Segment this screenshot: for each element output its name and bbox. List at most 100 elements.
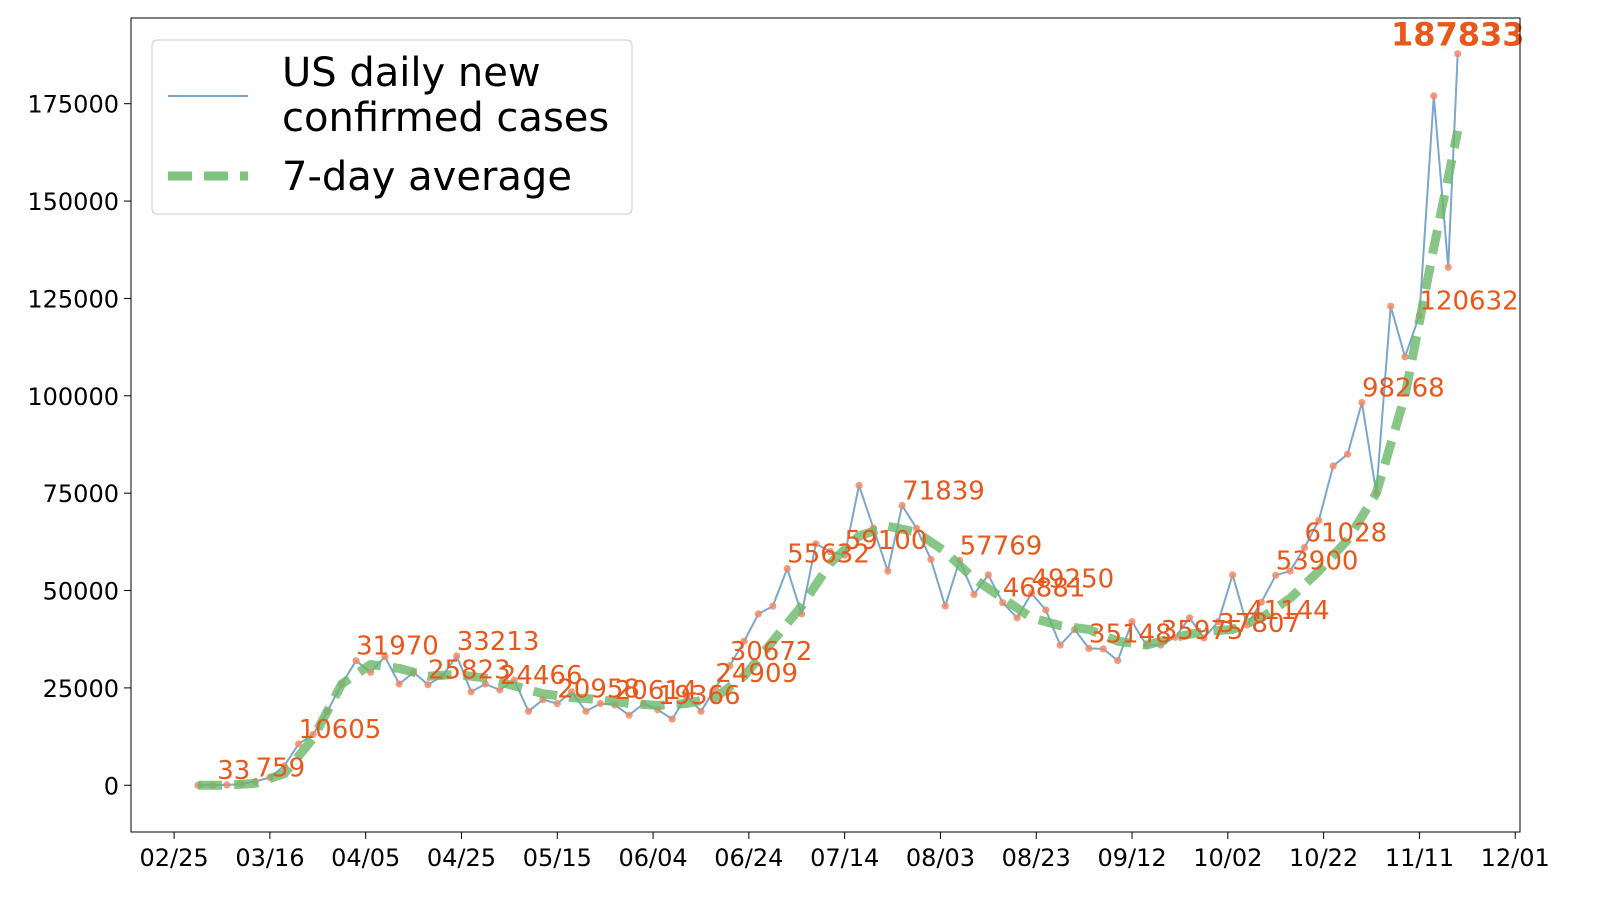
y-tick-label: 0 (104, 772, 119, 800)
data-point-daily (625, 711, 633, 719)
annotation-label-peak: 187833 (1391, 16, 1525, 54)
annotation-label: 120632 (1419, 286, 1518, 316)
y-tick-label: 25000 (43, 675, 119, 703)
annotation-label: 20614 (615, 676, 698, 706)
data-point-daily (1430, 92, 1438, 100)
x-tick-label: 06/24 (714, 844, 783, 872)
data-point-daily (912, 524, 921, 532)
data-point-daily (352, 657, 360, 665)
y-tick-label: 100000 (27, 383, 119, 411)
x-tick-label: 03/16 (235, 844, 304, 872)
data-point-daily (1128, 618, 1136, 626)
data-point-daily (1344, 450, 1352, 458)
data-point-daily (1286, 567, 1294, 575)
data-point-daily (740, 637, 748, 645)
annotation-label: 41144 (1247, 596, 1330, 626)
x-tick-label: 07/14 (810, 844, 879, 872)
series-line-7-day-average (198, 129, 1463, 790)
data-point-daily (1171, 633, 1179, 641)
data-point-daily (1085, 644, 1093, 653)
data-point-daily (424, 681, 432, 689)
y-tick-label: 75000 (43, 480, 119, 508)
data-point-daily (683, 692, 691, 700)
annotation-label: 24466 (500, 661, 583, 691)
data-point-daily (453, 652, 461, 660)
annotation-label: 59100 (845, 526, 928, 556)
x-tick-label: 10/22 (1289, 844, 1358, 872)
data-point-daily (582, 707, 590, 715)
data-point-daily (941, 602, 949, 610)
annotation-label: 98268 (1362, 374, 1445, 404)
annotation-label: 19366 (658, 681, 741, 711)
data-point-daily (812, 540, 820, 548)
data-point-daily (884, 567, 892, 575)
data-point-daily (1444, 263, 1452, 271)
y-tick-label: 175000 (27, 91, 119, 119)
legend-box (151, 39, 633, 215)
data-point-daily (1099, 645, 1107, 653)
legend-label-average: 7-day average (282, 154, 572, 200)
data-point-daily (754, 610, 763, 618)
x-tick-label: 11/11 (1385, 844, 1454, 872)
data-point-daily (970, 590, 978, 599)
y-tick-label: 50000 (43, 578, 119, 606)
data-point-daily (1114, 657, 1122, 665)
plot-frame (130, 17, 1521, 833)
x-tick-label: 12/01 (1481, 844, 1550, 872)
data-point-daily (1401, 353, 1409, 361)
x-tick-label: 08/03 (906, 844, 975, 872)
data-point-daily (668, 715, 676, 723)
annotation-label: 37807 (1218, 609, 1301, 639)
data-point-daily (726, 662, 734, 670)
x-tick-label: 06/04 (618, 844, 687, 872)
data-point-daily (395, 680, 403, 688)
annotation-label: 31970 (356, 632, 439, 662)
plot-content (194, 50, 1463, 790)
data-point-daily (1229, 571, 1237, 579)
annotation-label: 53900 (1276, 546, 1359, 576)
legend-label-daily-line2: confirmed cases (282, 95, 609, 141)
data-point-daily (769, 602, 777, 610)
data-point-daily (984, 571, 992, 579)
legend-label-daily: US daily new confirmed cases (282, 50, 609, 141)
data-point-daily (553, 700, 561, 708)
data-point-daily (1042, 606, 1050, 614)
y-tick-label: 150000 (27, 188, 119, 216)
data-point-daily (596, 699, 605, 708)
annotation-label: 46881 (1003, 574, 1086, 604)
legend-label-daily-line1: US daily new (282, 50, 541, 96)
data-point-daily (898, 501, 906, 510)
data-point-daily (999, 599, 1007, 607)
data-point-daily (1257, 598, 1265, 606)
data-point-daily (1387, 302, 1395, 310)
annotation-label: 10605 (299, 715, 382, 745)
data-point-daily (381, 653, 389, 661)
data-point-daily (855, 481, 863, 489)
annotation-label: 55632 (787, 540, 870, 570)
annotation-label: 49250 (1031, 564, 1114, 594)
x-tick-label: 04/05 (331, 844, 400, 872)
x-tick-label: 04/25 (427, 844, 496, 872)
annotation-label: 30672 (730, 637, 813, 667)
legend: US daily new confirmed cases 7-day avera… (151, 39, 633, 215)
annotation-label: 24909 (715, 659, 798, 689)
annotation-label: 33 (217, 756, 250, 786)
data-point-daily (524, 707, 533, 715)
annotation-label: 25823 (428, 656, 511, 686)
annotation-label: 61028 (1304, 519, 1387, 549)
data-point-daily (826, 548, 834, 556)
data-point-daily (697, 707, 705, 715)
data-point-daily (1272, 571, 1280, 579)
annotation-label: 35975 (1161, 616, 1244, 646)
data-point-daily (295, 740, 303, 748)
y-axis: 0 25000 50000 75000 100000 125000 150000 175000 (27, 91, 131, 800)
x-tick-label: 05/15 (523, 844, 592, 872)
data-point-daily (496, 686, 504, 694)
data-point-daily (711, 684, 719, 692)
x-tick-label: 09/12 (1097, 844, 1166, 872)
annotation-label: 35148 (1089, 619, 1172, 649)
annotation-label: 33213 (457, 627, 540, 657)
